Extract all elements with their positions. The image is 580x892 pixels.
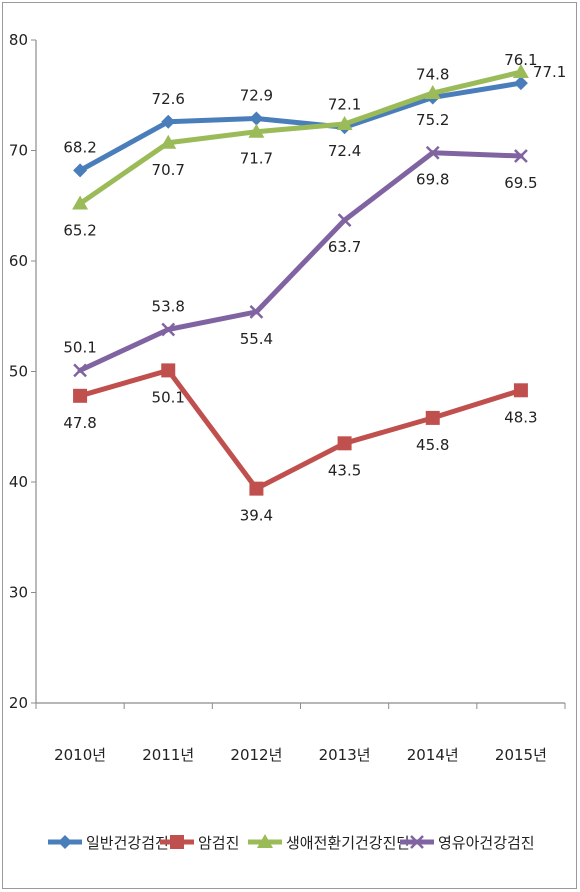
- data-point: [72, 195, 89, 210]
- data-point: [160, 134, 177, 149]
- data-point: [513, 383, 528, 398]
- data-point: [424, 85, 441, 100]
- legend-label: 영유아건강검진: [438, 834, 535, 852]
- legend-label: 일반건강검진: [86, 834, 169, 852]
- data-point: [249, 304, 264, 319]
- series-line-4: [77, 150, 524, 373]
- x-tick-label: 2010년: [54, 746, 106, 764]
- y-tick-label: 80: [9, 31, 28, 49]
- data-point: [513, 76, 528, 91]
- data-label: 72.4: [328, 142, 361, 160]
- data-label: 43.5: [328, 461, 361, 479]
- data-label: 63.7: [328, 238, 361, 256]
- marker-stroke: [514, 149, 528, 163]
- legend-item: 생애전환기건강진단: [248, 834, 410, 852]
- data-point: [425, 410, 440, 425]
- legend-item: 일반건강검진: [48, 834, 169, 852]
- data-point: [249, 481, 264, 496]
- data-label: 47.8: [63, 414, 96, 432]
- legend-item: 영유아건강검진: [400, 834, 535, 852]
- legend-marker: [257, 834, 273, 848]
- series-markers: [72, 64, 529, 496]
- y-tick-label: 60: [9, 252, 28, 270]
- legend-item: 암검진: [160, 834, 239, 852]
- data-point: [249, 111, 264, 126]
- marker-stroke: [337, 213, 352, 227]
- legend-marker: [58, 835, 72, 849]
- data-label: 65.2: [63, 222, 96, 240]
- y-axis-ticks: 20 30 40 50 60 70 80: [9, 31, 36, 712]
- series-lines: [77, 69, 524, 492]
- x-tick-label: 2014년: [407, 746, 459, 764]
- data-label: 74.8: [416, 65, 449, 83]
- data-point: [73, 388, 88, 403]
- data-label: 69.5: [504, 174, 537, 192]
- x-tick-label: 2011년: [142, 746, 194, 764]
- legend-label: 생애전환기건강진단: [286, 834, 410, 852]
- legend-marker: [410, 835, 424, 849]
- data-label: 76.1: [504, 51, 537, 69]
- data-point: [425, 145, 440, 160]
- y-tick-label: 70: [9, 142, 28, 160]
- y-tick-label: 30: [9, 584, 28, 602]
- y-tick-label: 40: [9, 473, 28, 491]
- marker-stroke: [73, 363, 87, 378]
- x-axis-ticks: 2010년 2011년 2012년 2013년 2014년 2015년: [35, 703, 566, 764]
- data-label: 48.3: [504, 408, 537, 426]
- data-label: 75.2: [416, 111, 449, 129]
- marker-stroke: [161, 322, 176, 337]
- data-point: [161, 114, 176, 129]
- data-point: [248, 123, 265, 138]
- x-tick-label: 2012년: [230, 746, 282, 764]
- data-point: [73, 163, 88, 178]
- legend-marker: [170, 835, 184, 849]
- y-tick-label: 50: [9, 363, 28, 381]
- series-line-2: [77, 367, 524, 492]
- data-label: 68.2: [63, 138, 96, 156]
- data-point: [161, 322, 176, 337]
- data-point: [512, 64, 529, 79]
- marker-stroke: [410, 835, 424, 849]
- series-line-1: [77, 80, 524, 173]
- legend: 일반건강검진 암검진 생애전환기건강진단 영유아건강검진: [48, 834, 535, 852]
- y-tick-label: 20: [9, 694, 28, 712]
- data-labels: 68.2 72.6 72.9 72.1 74.8 76.1 47.8 50.1 39.4 43.5…: [63, 51, 566, 525]
- data-label: 70.7: [152, 161, 185, 179]
- data-label: 71.7: [240, 150, 273, 168]
- data-point: [161, 363, 176, 378]
- x-tick-label: 2015년: [495, 746, 547, 764]
- data-label: 50.1: [152, 388, 185, 406]
- legend-label: 암검진: [198, 834, 239, 852]
- axes: [35, 40, 565, 704]
- data-label: 69.8: [416, 171, 449, 189]
- data-label: 55.4: [240, 330, 273, 348]
- data-point: [73, 363, 87, 378]
- marker-stroke: [249, 304, 264, 319]
- marker-stroke: [425, 145, 440, 160]
- x-tick-label: 2013년: [319, 746, 371, 764]
- data-point: [336, 115, 353, 130]
- data-label: 77.1: [533, 63, 566, 81]
- series-line-3: [77, 69, 524, 207]
- data-label: 39.4: [240, 507, 273, 525]
- data-label: 72.6: [152, 90, 185, 108]
- data-point: [514, 149, 528, 163]
- data-label: 72.9: [240, 86, 273, 104]
- data-label: 45.8: [416, 436, 449, 454]
- data-point: [337, 213, 352, 227]
- data-point: [337, 436, 352, 451]
- data-label: 53.8: [152, 298, 185, 316]
- data-label: 50.1: [63, 338, 96, 356]
- data-label: 72.1: [328, 95, 361, 113]
